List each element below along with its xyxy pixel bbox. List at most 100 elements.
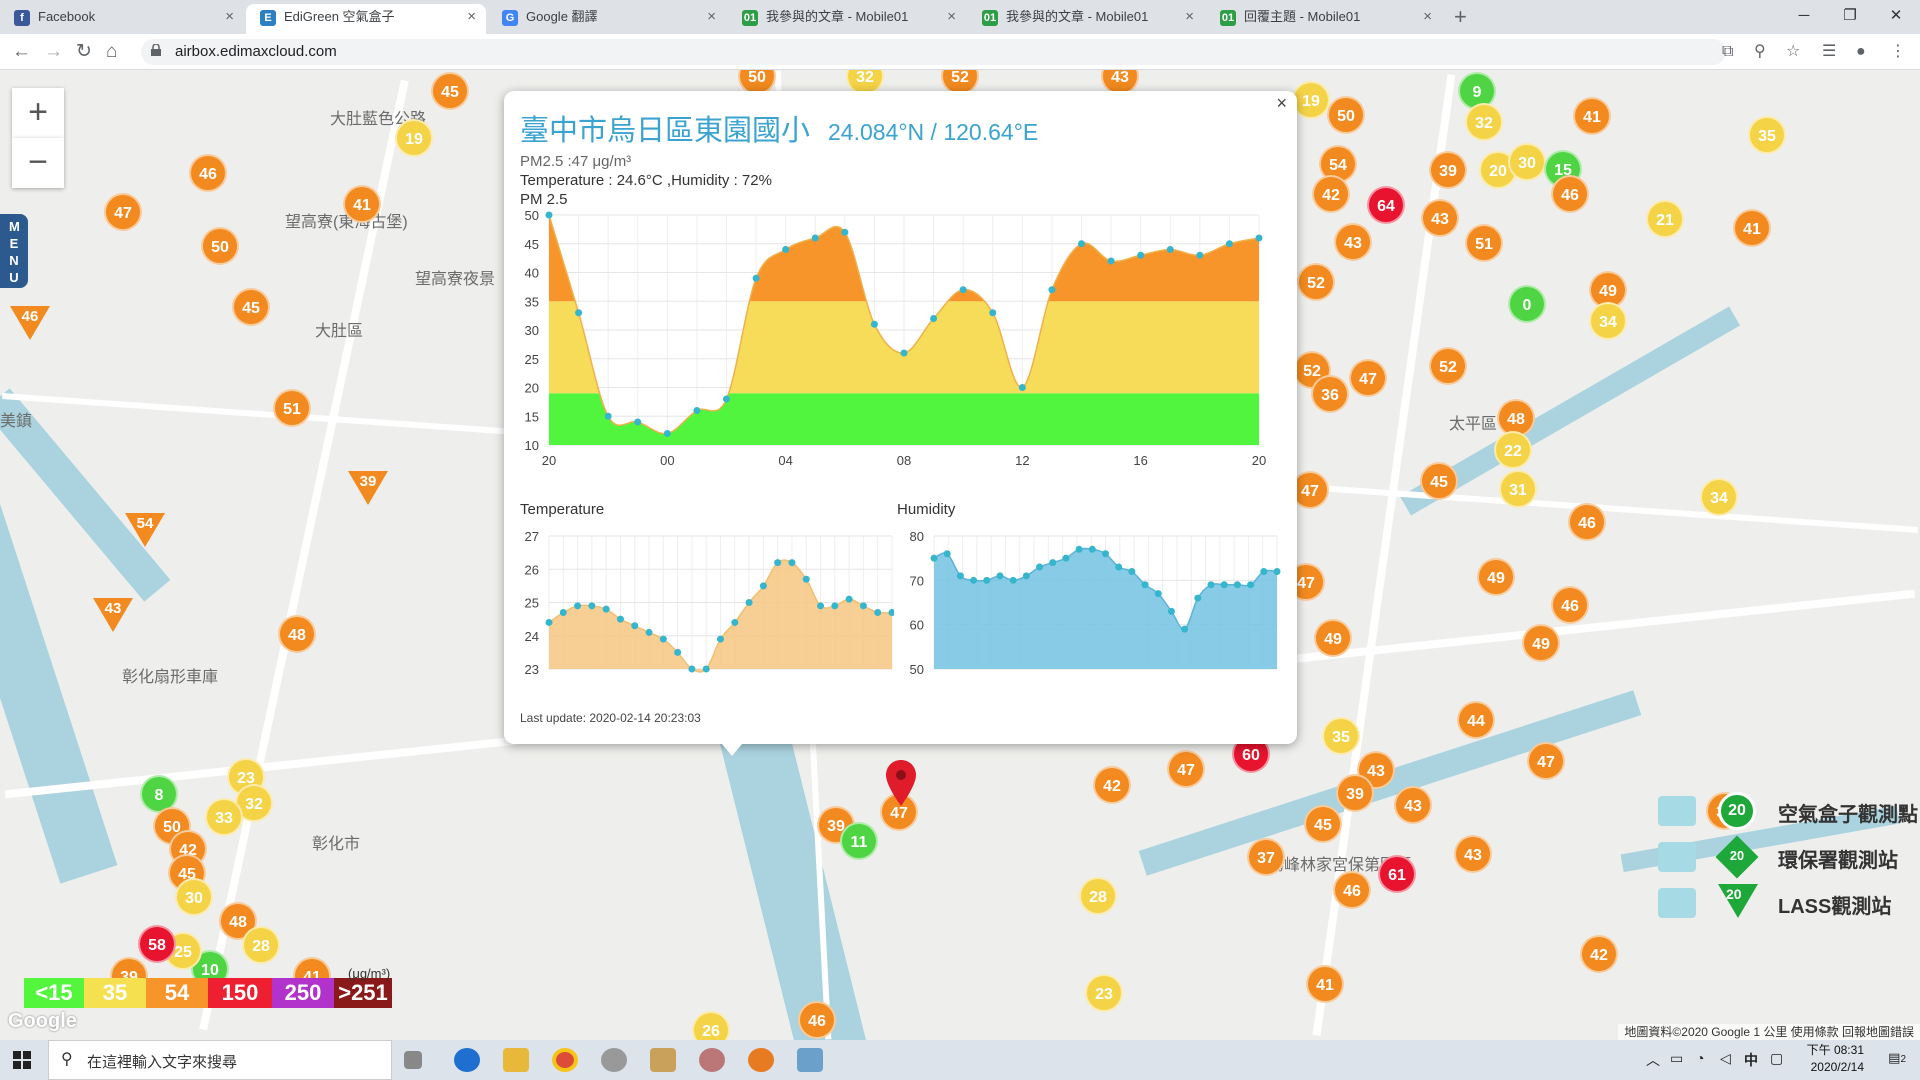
airbox-marker[interactable]: 52 [1429,347,1467,385]
airbox-marker[interactable]: 48 [278,615,316,653]
airbox-marker[interactable]: 32 [235,784,273,822]
airbox-marker[interactable]: 19 [395,119,433,157]
tab-close-icon[interactable]: × [707,8,716,25]
airbox-marker[interactable]: 41 [343,185,381,223]
tab-4[interactable]: 01 我參與的文章 - Mobile01 × [728,4,966,34]
airbox-marker[interactable]: 46 [1568,503,1606,541]
airbox-marker[interactable]: 8 [140,775,178,813]
bookmark-star-icon[interactable]: ☆ [1786,43,1801,60]
airbox-marker[interactable]: 46 [189,154,227,192]
app-icon-2[interactable] [650,1048,676,1072]
airbox-marker[interactable]: 30 [1508,143,1546,181]
close-window-icon[interactable]: ✕ [1889,7,1903,24]
airbox-marker[interactable]: 30 [175,878,213,916]
airbox-marker[interactable]: 45 [1304,805,1342,843]
tab-1[interactable]: f Facebook × [0,4,244,34]
forward-icon[interactable]: → [44,41,63,62]
address-bar[interactable]: airbox.edimaxcloud.com [141,39,1726,65]
tab-close-icon[interactable]: × [947,8,956,25]
map-attribution[interactable]: 地圖資料©2020 Google 1 公里 使用條款 回報地圖錯誤 [1618,1024,1920,1040]
airbox-marker[interactable]: 45 [232,288,270,326]
wifi-icon[interactable]: ◔ [1696,1050,1705,1066]
app-icon-1[interactable] [601,1048,627,1072]
airbox-marker[interactable]: 47 [1527,742,1565,780]
edge-browser-icon[interactable] [454,1048,480,1072]
windows-start-icon[interactable] [13,1051,31,1069]
airbox-marker[interactable]: 41 [1573,97,1611,135]
taskbar-search-box[interactable]: ⚲ 在這裡輸入文字來搜尋 [48,1040,392,1080]
airbox-marker[interactable]: 52 [1297,263,1335,301]
airbox-marker[interactable]: 49 [1314,619,1352,657]
airbox-marker[interactable]: 43 [1454,835,1492,873]
airbox-marker[interactable]: 42 [1580,935,1618,973]
airbox-marker[interactable]: 41 [1306,965,1344,1003]
zoom-out-button[interactable]: − [12,138,64,188]
back-icon[interactable]: ← [12,41,31,62]
lass-marker[interactable]: 43 [93,598,133,632]
profile-icon[interactable]: ● [1856,43,1866,60]
airbox-marker[interactable]: 43 [1394,786,1432,824]
airbox-marker[interactable]: 39 [1336,774,1374,812]
airbox-marker[interactable]: 46 [798,1001,836,1039]
airbox-marker[interactable]: 47 [104,193,142,231]
home-icon[interactable]: ⌂ [106,41,118,62]
airbox-marker[interactable]: 49 [1522,624,1560,662]
airbox-marker[interactable]: 19 [1292,81,1330,119]
restore-icon[interactable]: ❐ [1843,7,1857,24]
airbox-marker[interactable]: 44 [1457,701,1495,739]
airbox-marker[interactable]: 34 [1589,302,1627,340]
airbox-marker[interactable]: 35 [1322,717,1360,755]
reload-icon[interactable]: ↻ [76,41,92,62]
airbox-marker[interactable]: 36 [1311,375,1349,413]
airbox-marker[interactable]: 31 [1499,470,1537,508]
airbox-marker[interactable]: 45 [1420,462,1458,500]
lass-marker[interactable]: 39 [348,471,388,505]
zoom-icon[interactable]: ⚲ [1754,43,1766,60]
app-icon-4[interactable] [748,1048,774,1072]
volume-icon[interactable]: ◁ [1720,1050,1731,1066]
tab-close-icon[interactable]: × [467,8,476,25]
file-explorer-icon[interactable] [503,1048,529,1072]
airbox-marker[interactable]: 32 [1465,103,1503,141]
translate-icon[interactable]: ⧉ [1722,43,1734,60]
airbox-marker[interactable]: 42 [1093,766,1131,804]
task-view-icon[interactable] [404,1051,422,1069]
airbox-marker[interactable]: 50 [1327,96,1365,134]
app-icon-3[interactable] [699,1048,725,1072]
airbox-marker[interactable]: 58 [138,925,176,963]
tab-close-icon[interactable]: × [1423,8,1432,25]
airbox-marker[interactable]: 47 [1167,750,1205,788]
minimize-icon[interactable]: ─ [1798,7,1810,24]
airbox-marker[interactable]: 28 [1079,877,1117,915]
airbox-marker[interactable]: 28 [242,926,280,964]
notification-center-icon[interactable]: ▤2 [1888,1050,1906,1065]
lass-marker[interactable]: 46 [10,306,50,340]
airbox-marker[interactable]: 51 [273,389,311,427]
close-popup-button[interactable]: × [1276,93,1287,113]
airbox-marker[interactable]: 49 [1477,558,1515,596]
airbox-marker[interactable]: 48 [1497,399,1535,437]
battery-icon[interactable]: ▭ [1670,1050,1684,1066]
tab-2[interactable]: E EdiGreen 空氣盒子 × [246,4,486,34]
tab-5[interactable]: 01 我參與的文章 - Mobile01 × [968,4,1204,34]
airbox-marker[interactable]: 23 [1085,974,1123,1012]
tab-3[interactable]: G Google 翻譯 × [488,4,726,34]
airbox-marker[interactable]: 34 [1700,478,1738,516]
airbox-marker[interactable]: 41 [1733,209,1771,247]
airbox-marker[interactable]: 11 [840,822,878,860]
airbox-marker[interactable]: 46 [1551,586,1589,624]
airbox-marker[interactable]: 51 [1465,224,1503,262]
new-tab-button[interactable]: + [1454,4,1467,29]
tab-close-icon[interactable]: × [1185,8,1194,25]
lass-marker[interactable]: 54 [125,513,165,547]
airbox-marker[interactable]: 35 [1748,116,1786,154]
reading-list-icon[interactable]: ☰ [1822,43,1837,60]
more-menu-icon[interactable]: ⋮ [1890,43,1906,60]
tab-close-icon[interactable]: × [225,8,234,25]
airbox-marker[interactable]: 61 [1378,855,1416,893]
chrome-icon[interactable] [552,1048,578,1072]
airbox-marker[interactable]: 0 [1508,285,1546,323]
airbox-marker[interactable]: 46 [1551,175,1589,213]
airbox-marker[interactable]: 49 [1589,271,1627,309]
ime-indicator[interactable]: 中 [1744,1052,1758,1068]
